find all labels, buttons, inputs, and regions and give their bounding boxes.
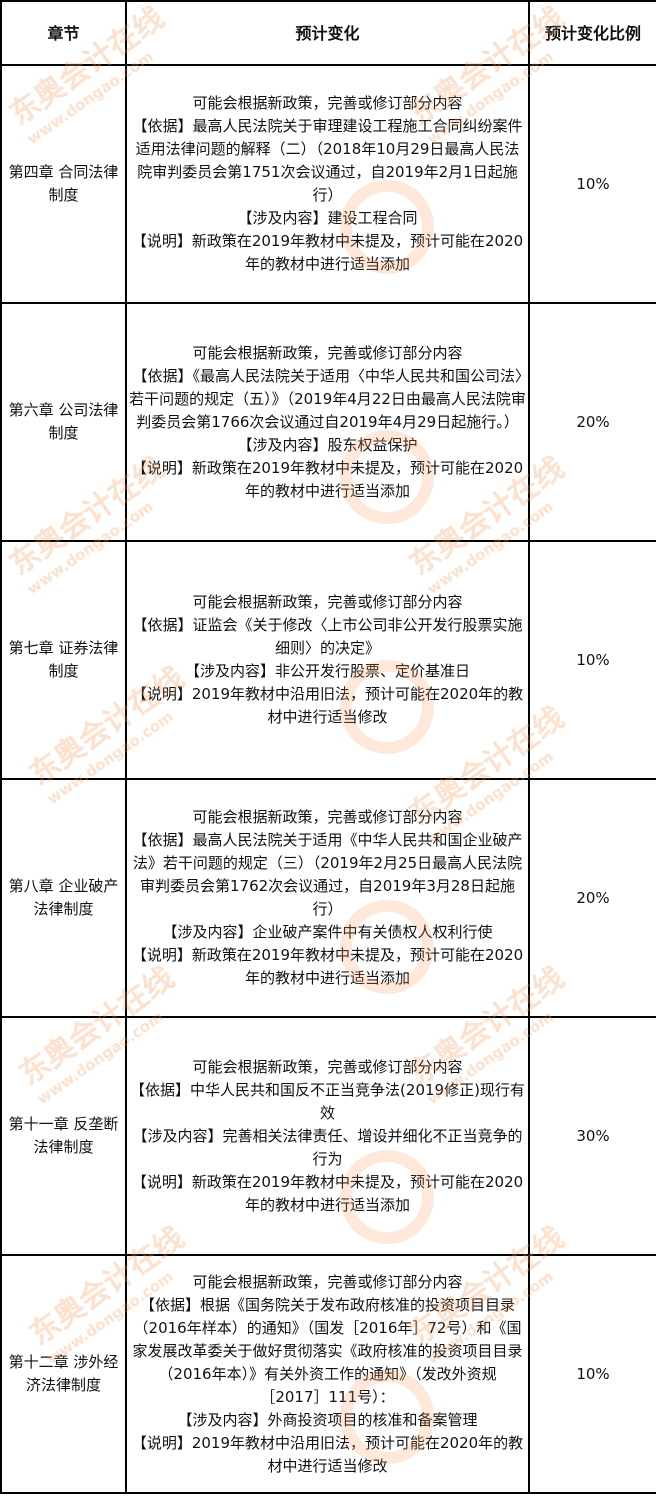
- change-line: 【涉及内容】完善相关法律责任、增设并细化不正当竞争的行为: [132, 1126, 523, 1168]
- change-line: 【说明】2019年教材中沿用旧法，预计可能在2020年的教材中进行适当修改: [131, 685, 524, 726]
- chapter-cell: 第十一章 反垄断法律制度: [0, 1016, 127, 1256]
- change-cell: 可能会根据新政策，完善或修订部分内容【依据】中华人民共和国反不正当竞争法(201…: [125, 1016, 530, 1256]
- table-row: 第十一章 反垄断法律制度 可能会根据新政策，完善或修订部分内容 【依据】中华人民共和…: [0, 1016, 656, 1256]
- chapter-cell: 第四章 合同法律制度: [0, 64, 127, 304]
- change-line: 【涉及内容】企业破产案件中有关债权人权利行使: [162, 923, 493, 941]
- change-line: 【依据】证监会《关于修改〈上市公司非公开发行股票实施细则〉的决定》: [132, 616, 523, 657]
- change-line: 【依据】中华人民共和国反不正当竞争法(2019修正)现行有效: [130, 1080, 525, 1122]
- ratio-cell: 10%: [528, 1254, 656, 1494]
- change-line: 【依据】《最高人民法院关于适用〈中华人民共和国公司法〉若干问题的规定（五）》（2…: [129, 366, 526, 431]
- change-cell: 可能会根据新政策，完善或修订部分内容【依据】最高人民法院关于审理建设工程施工合同…: [125, 64, 530, 304]
- change-line: 【依据】最高人民法院关于适用《中华人民共和国企业破产法》若干问题的规定（三）（2…: [132, 831, 523, 918]
- change-line: 可能会根据新政策，完善或修订部分内容: [192, 1272, 463, 1291]
- change-cell: 可能会根据新政策，完善或修订部分内容【依据】《最高人民法院关于适用〈中华人民共和…: [125, 302, 530, 542]
- chapter-cell: 第十二章 涉外经济法律制度: [0, 1254, 127, 1494]
- ratio-cell: 10%: [528, 540, 656, 780]
- change-line: 可能会根据新政策，完善或修订部分内容: [192, 593, 463, 611]
- change-cell: 可能会根据新政策，完善或修订部分内容【依据】证监会《关于修改〈上市公司非公开发行…: [125, 540, 530, 780]
- chapter-cell: 第八章 企业破产法律制度: [0, 778, 127, 1018]
- change-line: 【涉及内容】建设工程合同: [237, 209, 418, 227]
- change-line: 【说明】新政策在2019年教材中未提及，预计可能在2020年的教材中进行适当添加: [131, 232, 524, 273]
- header-chapter: 章节: [0, 0, 127, 66]
- header-row: 章节 预计变化 预计变化比例: [0, 0, 656, 66]
- change-line: 【涉及内容】外商投资项目的核准和备案管理: [177, 1410, 478, 1429]
- table-row: 第四章 合同法律制度 可能会根据新政策，完善或修订部分内容 【依据】最高人民法院关于…: [0, 64, 656, 304]
- change-line: 【涉及内容】股东权益保护: [237, 435, 418, 454]
- table-row: 第六章 公司法律制度 可能会根据新政策，完善或修订部分内容 【依据】《最高人民法院关…: [0, 302, 656, 542]
- change-cell: 可能会根据新政策，完善或修订部分内容【依据】根据《国务院关于发布政府核准的投资项…: [125, 1254, 530, 1494]
- change-line: 可能会根据新政策，完善或修订部分内容: [192, 808, 463, 826]
- change-line: 可能会根据新政策，完善或修订部分内容: [192, 343, 463, 362]
- table-row: 第八章 企业破产法律制度 可能会根据新政策，完善或修订部分内容 【依据】最高人民法院…: [0, 778, 656, 1018]
- change-line: 【说明】新政策在2019年教材中未提及，预计可能在2020年的教材中进行适当添加: [131, 946, 524, 987]
- change-line: 【涉及内容】非公开发行股票、定价基准日: [184, 662, 470, 680]
- change-line: 可能会根据新政策，完善或修订部分内容: [192, 94, 463, 112]
- chapter-cell: 第六章 公司法律制度: [0, 302, 127, 542]
- header-change: 预计变化: [125, 0, 530, 66]
- table-row: 第七章 证券法律制度 可能会根据新政策，完善或修订部分内容 【依据】证监会《关于修改…: [0, 540, 656, 780]
- change-cell: 可能会根据新政策，完善或修订部分内容【依据】最高人民法院关于适用《中华人民共和国…: [125, 778, 530, 1018]
- change-line: 【说明】新政策在2019年教材中未提及，预计可能在2020年的教材中进行适当添加: [131, 1172, 524, 1214]
- ratio-cell: 20%: [528, 778, 656, 1018]
- ratio-cell: 20%: [528, 302, 656, 542]
- chapter-cell: 第七章 证券法律制度: [0, 540, 127, 780]
- change-line: 【依据】根据《国务院关于发布政府核准的投资项目目录（2016年样本）的通知》（国…: [132, 1295, 523, 1406]
- ratio-cell: 10%: [528, 64, 656, 304]
- ratio-cell: 30%: [528, 1016, 656, 1256]
- change-line: 可能会根据新政策，完善或修订部分内容: [192, 1057, 463, 1076]
- change-line: 【依据】最高人民法院关于审理建设工程施工合同纠纷案件适用法律问题的解释（二）（2…: [132, 117, 523, 204]
- table-row: 第十二章 涉外经济法律制度 可能会根据新政策，完善或修订部分内容 【依据】根据《国务…: [0, 1254, 656, 1494]
- change-line: 【说明】2019年教材中沿用旧法，预计可能在2020年的教材中进行适当修改: [131, 1433, 524, 1475]
- header-ratio: 预计变化比例: [528, 0, 656, 66]
- change-line: 【说明】新政策在2019年教材中未提及，预计可能在2020年的教材中进行适当添加: [131, 458, 524, 500]
